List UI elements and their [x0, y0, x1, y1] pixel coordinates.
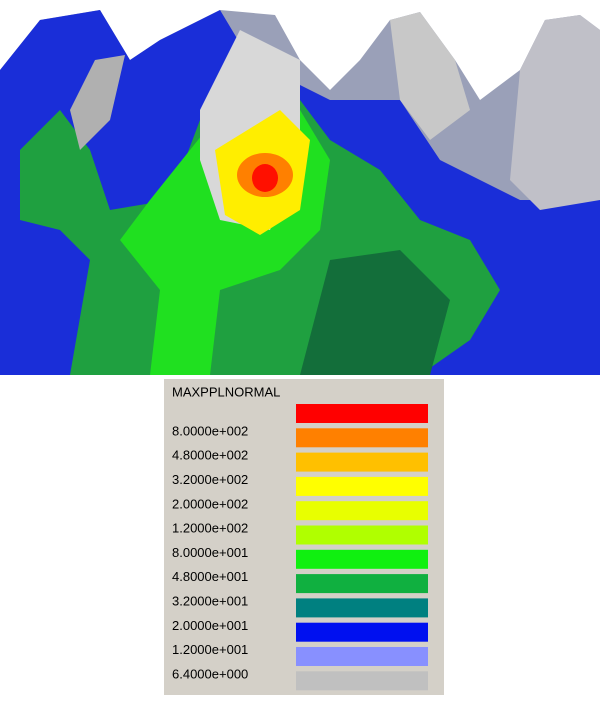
legend-label: 4.8000e+001 — [172, 569, 248, 584]
legend-swatch — [296, 526, 428, 545]
legend-swatch — [296, 453, 428, 472]
legend-label: 3.2000e+002 — [172, 472, 248, 487]
legend-title: MAXPPLNORMAL — [172, 384, 280, 399]
legend-label: 6.4000e+000 — [172, 666, 248, 681]
legend-label: 1.2000e+001 — [172, 642, 248, 657]
legend-swatch — [296, 550, 428, 569]
legend-swatch — [296, 598, 428, 617]
legend-label: 8.0000e+001 — [172, 545, 248, 560]
legend-swatch — [296, 623, 428, 642]
legend-swatch — [296, 671, 428, 690]
legend-swatch — [296, 501, 428, 520]
screenshot: MAXPPLNORMAL 8.0000e+002 4.8000e+002 3.200… — [0, 0, 600, 696]
red-hotspot — [252, 164, 278, 192]
legend-swatch — [296, 647, 428, 666]
legend-swatch — [296, 404, 428, 423]
gray-tooth — [510, 15, 600, 210]
stress-plot — [0, 10, 600, 375]
legend-label: 4.8000e+002 — [172, 448, 248, 463]
legend-label: 1.2000e+002 — [172, 521, 248, 536]
legend-label: 2.0000e+002 — [172, 496, 248, 511]
legend-swatch — [296, 574, 428, 593]
legend-label: 8.0000e+002 — [172, 423, 248, 438]
legend-label: 3.2000e+001 — [172, 594, 248, 609]
legend-label: 2.0000e+001 — [172, 618, 248, 633]
legend-swatch — [296, 428, 428, 447]
legend-swatch — [296, 477, 428, 496]
